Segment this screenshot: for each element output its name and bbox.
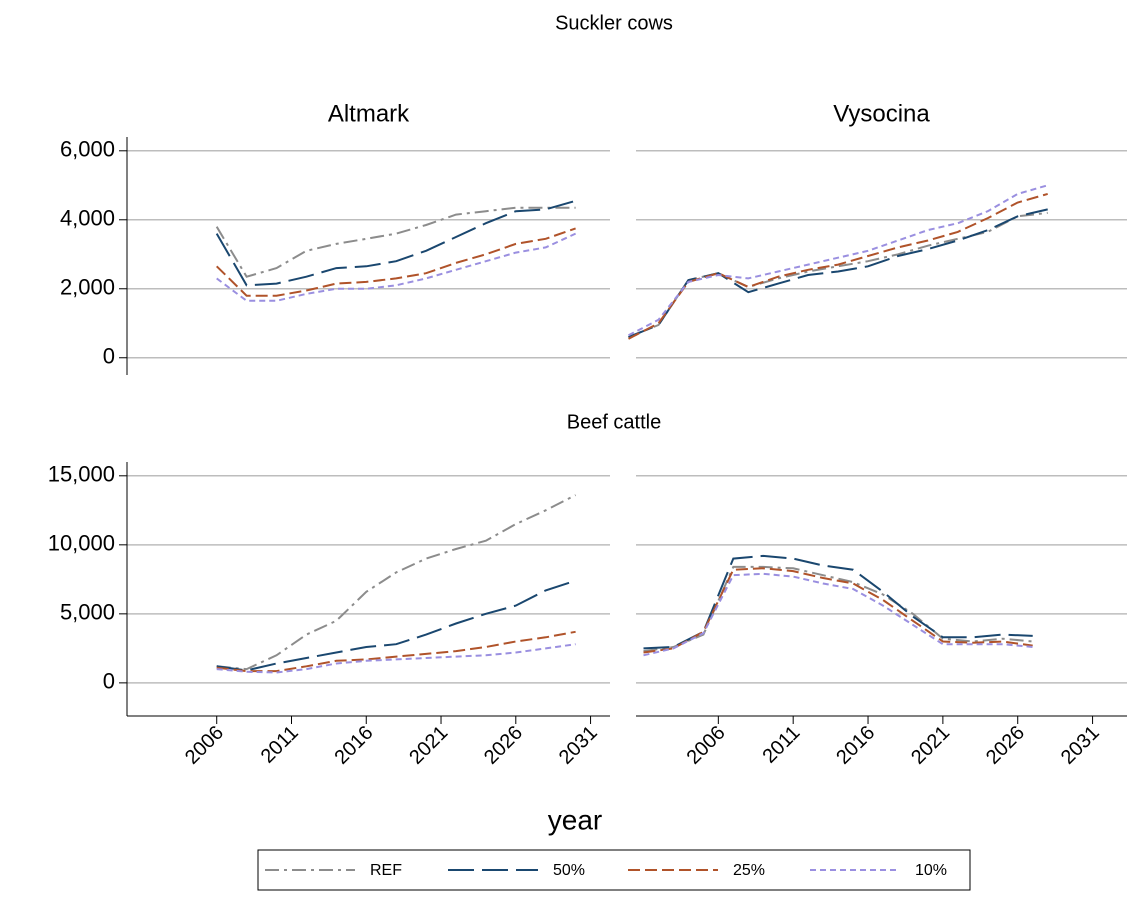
- series-line: [216, 643, 576, 674]
- series-line: [216, 232, 577, 302]
- x-tick-label: 2021: [907, 722, 954, 769]
- series-line: [643, 565, 1033, 653]
- y-tick-label: 10,000: [48, 531, 115, 556]
- panel-title: Vysocina: [833, 100, 930, 127]
- x-tick-label: 2011: [758, 722, 804, 768]
- panel-title: Altmark: [328, 100, 410, 127]
- series-line: [643, 567, 1033, 654]
- series-line: [628, 184, 1048, 337]
- legend-label: 50%: [553, 862, 585, 879]
- x-tick-label: 2026: [480, 722, 527, 769]
- x-tick-label: 2006: [181, 722, 228, 769]
- row-title: Beef cattle: [567, 411, 662, 433]
- series-line: [216, 630, 576, 673]
- row-title: Suckler cows: [555, 12, 673, 34]
- legend-label: 25%: [733, 862, 765, 879]
- y-tick-label: 0: [103, 344, 115, 369]
- series-line: [215, 199, 576, 287]
- x-tick-label: 2026: [982, 722, 1029, 769]
- x-tick-label: 2031: [555, 722, 602, 769]
- x-axis-label: year: [548, 804, 602, 835]
- series-line: [628, 192, 1048, 340]
- series-line: [215, 227, 576, 297]
- x-tick-label: 2011: [257, 722, 303, 768]
- legend-label: REF: [370, 862, 402, 879]
- x-tick-label: 2016: [331, 722, 378, 769]
- series-line: [628, 208, 1048, 339]
- y-tick-label: 4,000: [60, 206, 115, 231]
- y-tick-label: 5,000: [60, 600, 115, 625]
- series-line: [216, 579, 576, 672]
- y-tick-label: 0: [103, 669, 115, 694]
- legend-label: 10%: [915, 862, 947, 879]
- x-tick-label: 2006: [683, 722, 730, 769]
- x-tick-label: 2016: [832, 722, 879, 769]
- x-tick-label: 2021: [405, 722, 452, 769]
- series-line: [215, 206, 576, 278]
- series-line: [216, 494, 577, 671]
- y-tick-label: 6,000: [60, 137, 115, 162]
- y-tick-label: 15,000: [48, 462, 115, 487]
- x-tick-label: 2031: [1057, 722, 1104, 769]
- legend-box: [257, 849, 971, 891]
- series-line: [643, 572, 1033, 657]
- y-tick-label: 2,000: [60, 275, 115, 300]
